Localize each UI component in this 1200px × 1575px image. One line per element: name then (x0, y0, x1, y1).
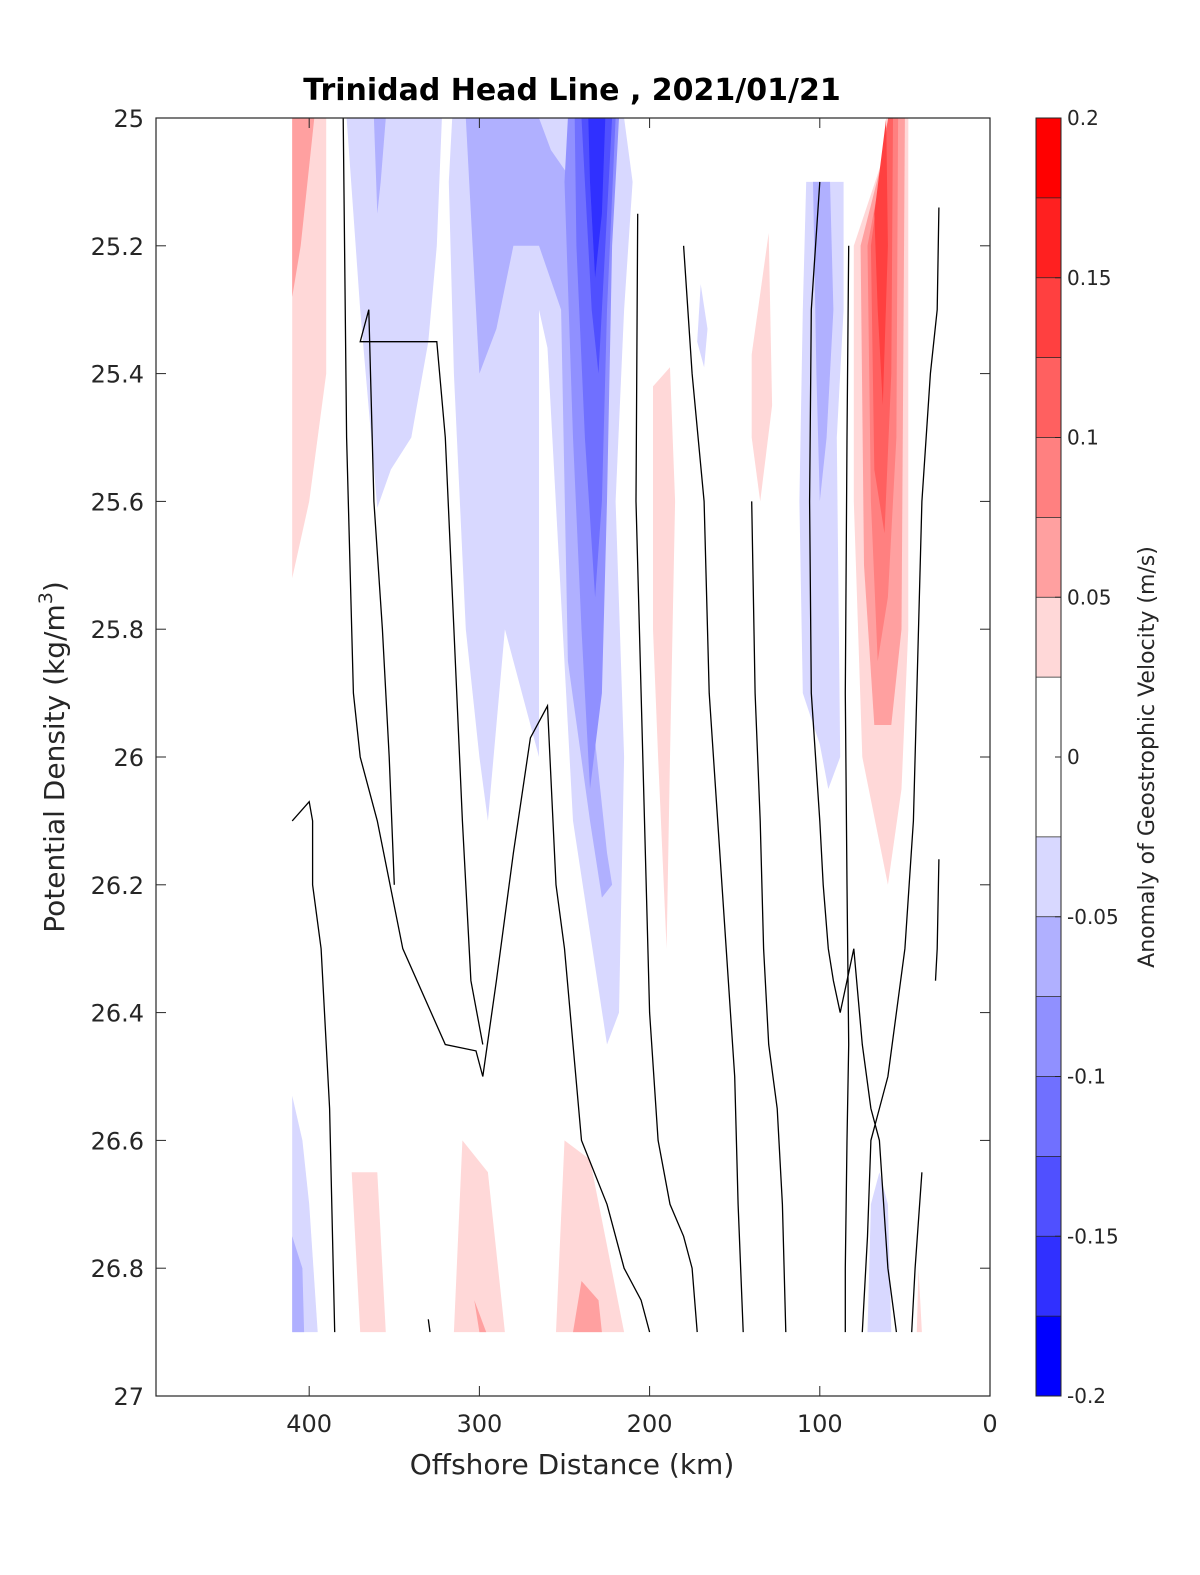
colorbar-tick-label: 0.2 (1067, 106, 1099, 130)
contour-line-1 (291, 800, 336, 1333)
colorbar-swatch-4 (1036, 437, 1061, 518)
y-axis-title-main: Potential Density (kg/m (38, 604, 71, 933)
colorbar-title: Anomaly of Geostrophic Velocity (m/s) (1135, 546, 1160, 968)
y-tick-label: 26.4 (91, 1000, 144, 1028)
contour-line-2 (359, 309, 484, 1045)
colorbar: 0.2 0.15 0.1 0.05 0 -0.05 -0.1 -0.15 -0.2 (1035, 106, 1119, 1408)
contour-fill-12 (751, 233, 773, 502)
contour-line-11 (911, 1172, 923, 1333)
contour-fill-21 (292, 1236, 305, 1333)
y-axis-title: Potential Density (kg/m3) (35, 581, 71, 933)
contour-fill-28 (916, 1268, 922, 1333)
colorbar-swatch-3 (1036, 357, 1061, 438)
colorbar-tick-label: -0.15 (1067, 1224, 1119, 1248)
y-axis-title-superscript: 3 (35, 592, 57, 604)
contour-fill-23 (453, 1140, 505, 1333)
contour-fill-2 (346, 118, 442, 508)
contour-fill-25 (556, 1140, 625, 1333)
colorbar-tick-label: -0.1 (1067, 1065, 1106, 1089)
colorbar-swatch-0 (1036, 118, 1061, 198)
y-tick-label: 25.2 (91, 233, 144, 261)
colorbar-swatches (1036, 118, 1061, 1396)
y-tick-label: 25.6 (91, 488, 144, 516)
colorbar-tick-label: 0.1 (1067, 426, 1099, 450)
contour-fill-11 (697, 284, 708, 368)
colorbar-swatch-11 (1036, 1076, 1061, 1157)
contour-line-5 (682, 245, 744, 1333)
contour-fill-26 (573, 1281, 602, 1333)
y-tick-label: 26.2 (91, 872, 144, 900)
x-axis-title: Offshore Distance (km) (410, 1448, 735, 1481)
axis-ticks (156, 117, 991, 1397)
contour-fill-24 (474, 1300, 487, 1333)
contour-fill-3 (373, 118, 386, 214)
colorbar-ticks: 0.2 0.15 0.1 0.05 0 -0.05 -0.1 -0.15 -0.2 (1055, 106, 1119, 1408)
contour-fill-1 (292, 118, 315, 297)
chart-title: Trinidad Head Line , 2021/01/21 (303, 73, 840, 108)
contour-line-10 (934, 859, 940, 981)
y-tick-label: 27 (113, 1383, 144, 1411)
contour-line-6 (751, 501, 787, 1333)
contour-fill-19 (874, 118, 888, 406)
colorbar-swatch-2 (1036, 277, 1061, 358)
contour-fill-10 (653, 367, 676, 949)
colorbar-swatch-9 (1036, 916, 1061, 997)
plot-area (155, 117, 991, 1397)
colorbar-tick-label: 0.05 (1067, 585, 1112, 609)
contour-line-9 (861, 207, 940, 1333)
colorbar-tick-label: 0 (1067, 745, 1080, 769)
colorbar-tick-label: -0.05 (1067, 905, 1119, 929)
x-tick-labels: 400 300 200 100 0 (286, 1410, 997, 1438)
contour-line-8 (844, 245, 850, 1333)
x-tick-label: 200 (627, 1410, 673, 1438)
colorbar-tick-label: -0.2 (1067, 1384, 1106, 1408)
y-tick-label: 26.8 (91, 1255, 144, 1283)
contour-line-4 (635, 213, 698, 1333)
contour-fill-27 (867, 1172, 892, 1333)
contour-fill-22 (351, 1172, 386, 1333)
colorbar-swatch-8 (1036, 836, 1061, 917)
y-tick-labels: 25 25.2 25.4 25.6 25.8 26 26.2 26.4 26.6 26.8 27 (91, 105, 144, 1411)
colorbar-swatch-14 (1036, 1316, 1061, 1396)
colorbar-swatch-6 (1036, 597, 1061, 678)
colorbar-swatch-12 (1036, 1156, 1061, 1237)
contour-fill-14 (813, 181, 834, 502)
contour-fill-9 (588, 118, 606, 278)
y-tick-label: 26.6 (91, 1127, 144, 1155)
contour-line-3 (427, 1319, 431, 1333)
contour-line-0 (342, 118, 651, 1333)
x-tick-label: 0 (982, 1410, 997, 1438)
colorbar-swatch-13 (1036, 1236, 1061, 1317)
y-tick-label: 25 (113, 105, 144, 133)
plot-frame (155, 117, 991, 1397)
y-tick-label: 25.8 (91, 616, 144, 644)
y-tick-label: 26 (113, 744, 144, 772)
x-tick-label: 100 (797, 1410, 843, 1438)
colorbar-tick-label: 0.15 (1067, 266, 1112, 290)
y-tick-label: 25.4 (91, 361, 144, 389)
colorbar-swatch-5 (1036, 517, 1061, 598)
x-tick-label: 400 (286, 1410, 332, 1438)
x-tick-label: 300 (456, 1410, 502, 1438)
colorbar-swatch-10 (1036, 996, 1061, 1077)
colorbar-swatch-1 (1036, 197, 1061, 278)
contour-lines (291, 118, 940, 1333)
y-axis-title-close: ) (38, 581, 71, 592)
